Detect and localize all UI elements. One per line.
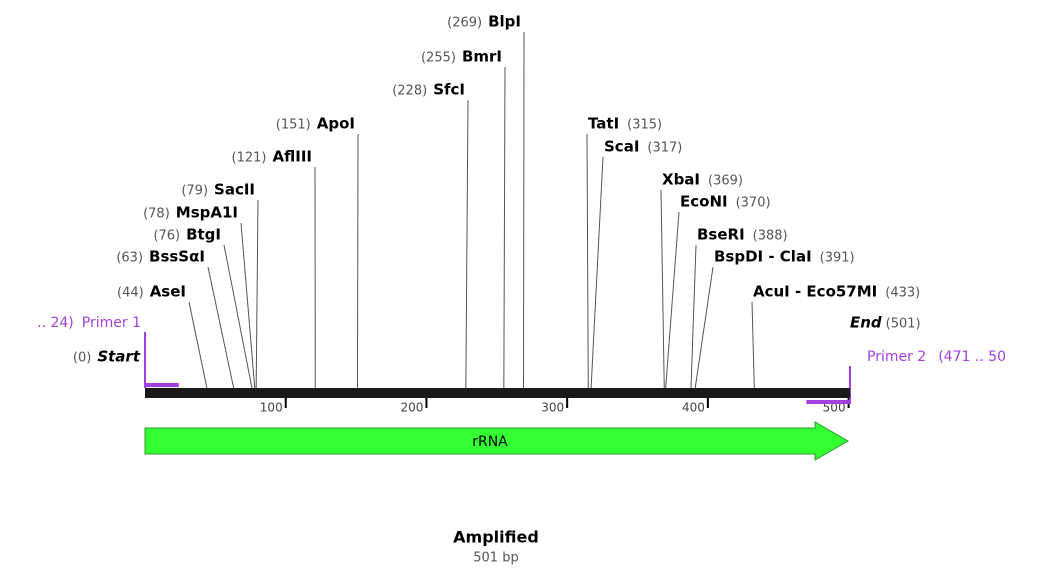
cut-site-line <box>694 266 714 389</box>
enzyme-position: (391) <box>820 251 855 266</box>
cut-site-line <box>665 211 680 389</box>
footer-title: Amplified <box>453 528 539 547</box>
primer-name: Primer 2 <box>867 349 926 365</box>
enzyme-name: MspA1I <box>176 204 238 222</box>
enzyme-name: AflIII <box>273 148 312 166</box>
enzyme-position: (255) <box>421 51 456 66</box>
enzyme-position: (44) <box>117 286 144 301</box>
enzyme-position: (388) <box>753 229 788 244</box>
enzyme-position: (370) <box>736 196 771 211</box>
cut-site-line <box>188 301 208 389</box>
ruler-tick-label: 200 <box>401 401 424 415</box>
enzyme-name: BlpI <box>488 13 521 31</box>
enzyme-name: ScaI <box>604 138 639 156</box>
primer-name: Primer 1 <box>82 315 141 331</box>
footer-length: 501 bp <box>473 551 518 566</box>
feature-arrow <box>144 421 850 461</box>
cut-site-line <box>586 133 589 389</box>
enzyme-position: (369) <box>708 174 743 189</box>
enzyme-name: BmrI <box>462 48 502 66</box>
enzyme-position: (63) <box>116 251 143 266</box>
sequence-backbone <box>145 388 850 398</box>
end-position: (501) <box>886 317 921 332</box>
primer1-bar <box>145 383 179 387</box>
enzyme-name: BspDI - ClaI <box>714 248 812 266</box>
cut-site-line <box>751 301 755 389</box>
enzyme-name: TatI <box>588 115 619 133</box>
cut-site-line <box>356 133 359 389</box>
cut-site-line <box>255 199 259 389</box>
primer2-bar <box>806 400 850 404</box>
enzyme-position: (151) <box>276 118 311 133</box>
enzyme-position: (121) <box>232 151 267 166</box>
enzyme-name: BtgI <box>186 226 221 244</box>
enzyme-position: (76) <box>153 229 180 244</box>
enzyme-name: XbaI <box>662 171 700 189</box>
enzyme-name: BseRI <box>697 226 745 244</box>
start-name: Start <box>97 348 140 366</box>
ruler-tick-label: 400 <box>682 401 705 415</box>
enzyme-name: SfcI <box>433 81 465 99</box>
start-position: (0) <box>73 351 91 366</box>
ruler-tick-label: 300 <box>541 401 564 415</box>
feature-name: rRNA <box>472 434 508 450</box>
cut-site-line <box>465 99 469 389</box>
cut-site-line <box>503 66 506 389</box>
enzyme-name: AcuI - Eco57MI <box>753 283 877 301</box>
cut-site-line <box>660 189 665 389</box>
primer-range: .. 24) <box>37 315 74 331</box>
enzyme-name: SacII <box>214 181 255 199</box>
enzyme-name: EcoNI <box>680 193 728 211</box>
enzyme-position: (433) <box>885 286 920 301</box>
ruler-tick-label: 100 <box>260 401 283 415</box>
cut-site-line <box>240 222 256 389</box>
enzyme-position: (317) <box>647 141 682 156</box>
end-name: End <box>850 314 882 332</box>
enzyme-position: (78) <box>143 207 170 222</box>
enzyme-name: ApoI <box>317 115 355 133</box>
enzyme-position: (269) <box>447 16 482 31</box>
cut-site-line <box>223 244 253 389</box>
cut-site-line <box>207 266 235 389</box>
enzyme-position: (79) <box>181 184 208 199</box>
enzyme-name: AseI <box>150 283 186 301</box>
cut-site-line <box>590 156 604 389</box>
enzyme-name: BssSαI <box>149 248 205 266</box>
cut-site-line <box>690 244 697 389</box>
enzyme-position: (228) <box>392 84 427 99</box>
enzyme-position: (315) <box>627 118 662 133</box>
primer-range: (471 .. 50 <box>938 349 1006 365</box>
